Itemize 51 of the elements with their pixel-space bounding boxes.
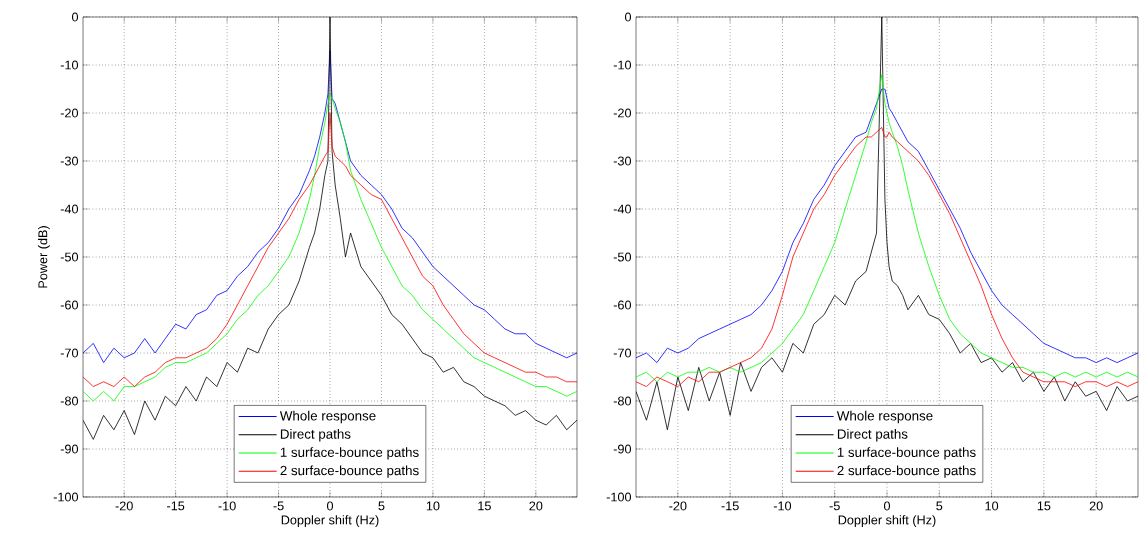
y-tick-label: -100	[53, 492, 79, 502]
y-tick-label: -20	[613, 108, 632, 118]
y-tick-label: -30	[60, 156, 79, 166]
x-tick-label: 20	[529, 501, 543, 511]
legend-label: Direct paths	[280, 428, 351, 442]
y-tick-label: -60	[613, 300, 632, 310]
y-tick-label: -90	[613, 444, 632, 454]
x-axis-title: Doppler shift (Hz)	[838, 515, 936, 527]
y-tick-label: 0	[624, 12, 632, 22]
x-tick-label: 15	[1037, 501, 1051, 511]
legend-label: 2 surface-bounce paths	[280, 465, 419, 478]
x-tick-label: -5	[829, 501, 840, 511]
y-tick-label: -80	[60, 396, 79, 406]
x-tick-label: -20	[115, 501, 133, 511]
y-tick-label: -40	[60, 204, 79, 214]
y-tick-label: -50	[613, 252, 632, 262]
y-tick-label: -50	[60, 252, 79, 262]
legend-label: 2 surface-bounce paths	[837, 465, 976, 478]
x-axis-title: Doppler shift (Hz)	[281, 515, 379, 527]
x-tick-label: 10	[426, 501, 440, 511]
x-tick-label: -10	[773, 501, 792, 511]
legend-label: Whole response	[836, 410, 933, 424]
legend-label: Whole response	[279, 410, 376, 424]
y-tick-label: -80	[613, 396, 632, 406]
y-tick-label: 0	[71, 12, 79, 22]
x-tick-label: 5	[936, 501, 943, 511]
y-tick-label: -100	[606, 492, 632, 502]
y-tick-label: -70	[613, 348, 632, 358]
x-tick-label: -10	[218, 501, 236, 511]
x-tick-label: 0	[883, 501, 891, 511]
legend-label: Direct paths	[837, 428, 908, 442]
y-axis-title: Power (dB)	[37, 226, 50, 288]
x-tick-label: 20	[1089, 501, 1103, 511]
x-tick-label: -5	[273, 501, 284, 511]
y-tick-label: -40	[613, 204, 632, 214]
y-tick-label: -30	[613, 156, 632, 166]
x-tick-label: -15	[721, 501, 739, 511]
y-tick-label: -90	[60, 444, 79, 454]
x-tick-label: 10	[985, 501, 999, 511]
y-tick-label: -60	[60, 300, 79, 310]
x-tick-label: 15	[478, 501, 491, 511]
y-tick-label: -70	[60, 348, 79, 358]
legend-label: 1 surface-bounce paths	[280, 447, 419, 460]
legend-label: 1 surface-bounce paths	[837, 447, 976, 460]
x-tick-label: -20	[669, 501, 687, 511]
y-tick-label: -10	[60, 60, 79, 70]
y-tick-label: -10	[613, 60, 632, 70]
x-tick-label: 5	[378, 501, 385, 511]
x-tick-label: -15	[167, 501, 185, 511]
y-tick-label: -20	[60, 108, 79, 118]
x-tick-label: 0	[326, 501, 334, 511]
